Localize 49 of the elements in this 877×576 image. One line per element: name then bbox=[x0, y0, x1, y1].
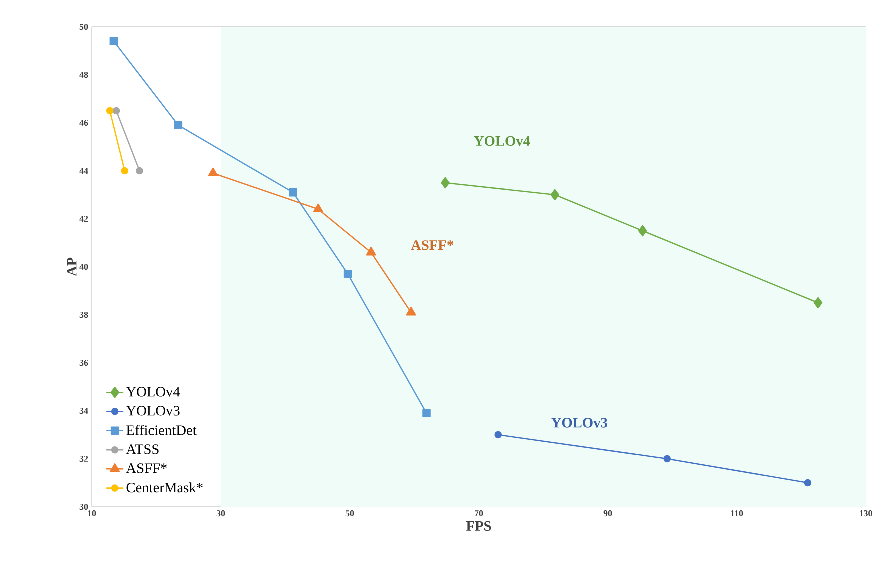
legend-label: EfficientDet bbox=[126, 425, 197, 436]
point bbox=[174, 121, 183, 130]
point bbox=[344, 270, 352, 278]
y-tick-label: 46 bbox=[80, 120, 88, 126]
point bbox=[664, 455, 671, 463]
point bbox=[494, 431, 502, 439]
y-tick-label: 34 bbox=[80, 408, 88, 414]
y-tick-label: 44 bbox=[80, 168, 88, 174]
point bbox=[441, 177, 450, 189]
y-tick-label: 38 bbox=[80, 312, 88, 318]
point bbox=[422, 409, 431, 418]
y-tick-label: 32 bbox=[80, 456, 88, 462]
legend-label: ATSS bbox=[126, 444, 159, 454]
annotation: YOLOv3 bbox=[552, 418, 608, 428]
point bbox=[313, 204, 324, 213]
y-tick-label: 40 bbox=[80, 264, 88, 270]
point bbox=[110, 37, 118, 46]
x-tick-label: 10 bbox=[88, 510, 96, 517]
point bbox=[136, 167, 144, 175]
point bbox=[550, 189, 560, 201]
point bbox=[366, 246, 376, 256]
point bbox=[112, 107, 120, 115]
y-axis-title: AP bbox=[67, 258, 77, 276]
annotation: ASFF* bbox=[411, 240, 454, 250]
x-tick-label: 90 bbox=[604, 510, 612, 517]
point bbox=[106, 107, 114, 115]
annotation: YOLOv4 bbox=[474, 136, 530, 146]
point bbox=[208, 168, 218, 177]
point bbox=[804, 479, 812, 487]
legend-label: YOLOv4 bbox=[126, 387, 180, 397]
point bbox=[814, 297, 823, 309]
x-tick-label: 50 bbox=[346, 510, 354, 517]
y-tick-label: 36 bbox=[80, 360, 88, 366]
legend-label: ASFF* bbox=[126, 464, 167, 474]
x-tick-label: 130 bbox=[860, 510, 872, 517]
y-tick-label: 30 bbox=[80, 504, 88, 510]
x-tick-label: 30 bbox=[216, 510, 226, 517]
point bbox=[406, 306, 416, 316]
x-tick-label: 70 bbox=[475, 510, 484, 517]
point bbox=[289, 188, 298, 197]
x-tick-label: 110 bbox=[731, 510, 744, 517]
y-tick-label: 42 bbox=[80, 216, 88, 222]
y-tick-label: 50 bbox=[80, 24, 88, 30]
point bbox=[638, 225, 648, 237]
y-tick-label: 48 bbox=[80, 72, 88, 78]
legend-label: CenterMask* bbox=[126, 482, 203, 493]
point bbox=[121, 167, 129, 175]
legend-label: YOLOv3 bbox=[126, 406, 180, 416]
x-axis-title: FPS bbox=[466, 521, 492, 532]
